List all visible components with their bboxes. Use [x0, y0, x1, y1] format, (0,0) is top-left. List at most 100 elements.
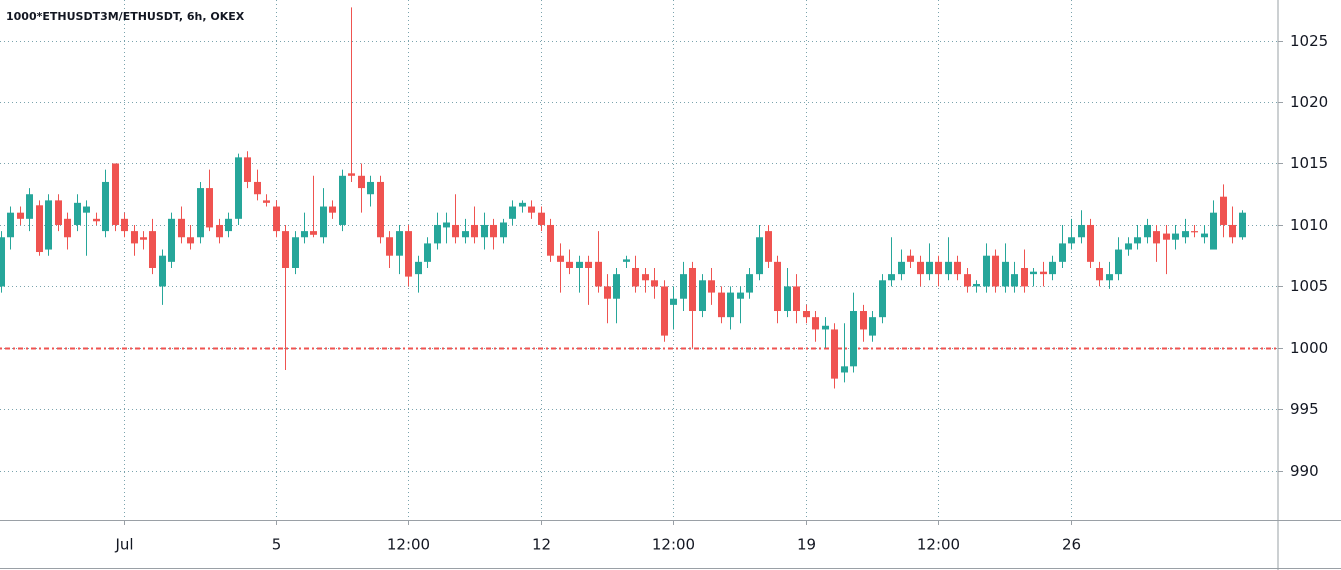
candle-body	[898, 261, 905, 275]
candle-body	[670, 298, 677, 305]
candle-body	[206, 188, 213, 228]
candle-body	[1201, 233, 1208, 238]
candle-body	[576, 261, 583, 268]
x-tick-label: 26	[1062, 536, 1081, 554]
candle-body	[831, 329, 838, 379]
x-tick-label: 19	[797, 536, 816, 554]
candle-body	[1210, 212, 1217, 250]
candle-body	[737, 292, 744, 299]
candle-body	[954, 261, 961, 275]
candle-body	[159, 255, 166, 287]
candle-body	[869, 317, 876, 336]
candle-body	[1078, 224, 1085, 238]
candle-body	[613, 274, 620, 299]
candle-body	[812, 317, 819, 330]
candle-body	[642, 274, 649, 281]
candle-body	[187, 237, 194, 244]
candle-body	[7, 212, 14, 238]
plot-area	[0, 7, 1278, 389]
candle-body	[339, 175, 346, 225]
candle-body	[45, 200, 52, 250]
candle-body	[557, 255, 564, 262]
candle-body	[500, 222, 507, 238]
candle-body	[434, 224, 441, 244]
candle-body	[1115, 249, 1122, 275]
candle-body	[348, 173, 355, 176]
candle-body	[765, 231, 772, 262]
candle-body	[443, 222, 450, 228]
chart-title: 1000*ETHUSDT3M/ETHUSDT, 6h, OKEX	[6, 10, 245, 23]
candle-body	[680, 274, 687, 299]
candle-body	[1096, 267, 1103, 281]
candle-body	[490, 224, 497, 238]
candle-body	[822, 325, 829, 330]
candle-body	[225, 218, 232, 232]
candle-body	[651, 280, 658, 287]
candle-body	[74, 202, 81, 225]
candle-body	[917, 261, 924, 275]
candle-body	[36, 205, 43, 253]
x-tick-label: 12	[532, 536, 551, 554]
candle-body	[841, 366, 848, 373]
candle-body	[784, 286, 791, 312]
candle-body	[1049, 261, 1056, 275]
candle-body	[595, 261, 602, 287]
candle-body	[1163, 233, 1170, 240]
candle-body	[727, 292, 734, 318]
candle-body	[632, 267, 639, 287]
y-tick-label: 1020	[1290, 93, 1328, 111]
candle-body	[509, 206, 516, 219]
x-tick-label: 5	[272, 536, 282, 554]
candle-body	[850, 311, 857, 367]
candle-body	[973, 283, 980, 287]
candle-body	[1172, 233, 1179, 240]
candle-body	[1191, 231, 1198, 233]
candle-body	[140, 237, 147, 240]
candle-body	[216, 224, 223, 238]
candle-body	[528, 206, 535, 213]
candle-body	[1220, 196, 1227, 225]
candle-body	[793, 286, 800, 312]
candle-body	[888, 274, 895, 281]
candle-body	[178, 218, 185, 238]
candle-body	[1144, 224, 1151, 238]
candle-body	[1021, 267, 1028, 287]
candle-body	[1059, 243, 1066, 262]
candle-body	[386, 237, 393, 256]
candle-body	[1002, 261, 1009, 287]
candle-body	[547, 224, 554, 256]
candle-body	[1229, 224, 1236, 238]
candle-body	[235, 157, 242, 219]
candle-body	[83, 206, 90, 213]
candle-body	[1182, 231, 1189, 238]
candle-body	[396, 231, 403, 256]
candle-body	[244, 157, 251, 182]
candle-body	[1153, 231, 1160, 244]
candle-body	[462, 231, 469, 238]
y-tick-label: 995	[1290, 400, 1319, 418]
candle-body	[992, 255, 999, 287]
candle-body	[121, 218, 128, 232]
x-tick-label: 12:00	[917, 536, 960, 554]
candle-body	[197, 188, 204, 238]
candle-body	[358, 175, 365, 189]
y-tick-label: 1025	[1290, 32, 1328, 50]
candle-body	[708, 280, 715, 293]
candle-body	[983, 255, 990, 287]
x-tick-label: 12:00	[387, 536, 430, 554]
candle-body	[131, 231, 138, 244]
candle-body	[1134, 237, 1141, 244]
candle-body	[310, 231, 317, 235]
candle-body	[367, 181, 374, 195]
candle-body	[1068, 237, 1075, 244]
candle-body	[1106, 274, 1113, 281]
candle-body	[1125, 243, 1132, 250]
candle-body	[17, 212, 24, 219]
candle-body	[1030, 271, 1037, 275]
candle-body	[263, 200, 270, 203]
candle-body	[329, 206, 336, 213]
y-tick-label: 990	[1290, 462, 1319, 480]
x-tick-label: Jul	[114, 536, 133, 554]
candle-body	[746, 274, 753, 293]
